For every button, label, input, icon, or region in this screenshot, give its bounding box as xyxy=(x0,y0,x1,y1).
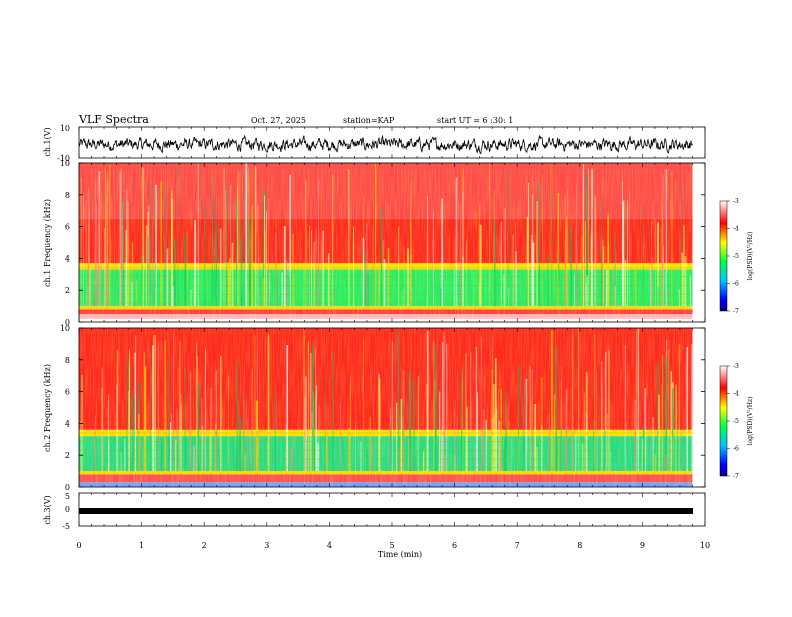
ch3-waveform-panel: 5 0 -5 ch.3(V) xyxy=(43,492,706,531)
x-tick-label: 10 xyxy=(700,541,710,550)
x-tick-label: 9 xyxy=(640,541,645,550)
freq-tick-label: 2 xyxy=(65,286,70,295)
ch1-ytick-bottom: -10 xyxy=(57,154,70,163)
ch1-waveform-panel: 10 -10 ch.1(V) xyxy=(43,124,706,163)
colorbar-tick-label: -4 xyxy=(733,226,739,233)
ch3-ytick-5: 5 xyxy=(65,492,70,501)
x-tick-label: 5 xyxy=(389,541,394,550)
x-tick-label: 8 xyxy=(577,541,582,550)
colorbar-tick-label: -6 xyxy=(733,281,739,288)
ch1-freq-ylabel: ch.1 Frequency (kHz) xyxy=(43,199,52,287)
freq-tick-label: 6 xyxy=(65,223,70,232)
ch1-trace xyxy=(78,134,693,155)
freq-tick-label: 10 xyxy=(60,324,70,333)
freq-tick-label: 6 xyxy=(65,388,70,397)
freq-tick-label: 10 xyxy=(60,159,70,168)
date-label: Oct. 27, 2025 xyxy=(251,116,306,125)
colorbar-tick-label: -4 xyxy=(733,391,739,398)
ch3-ylabel: ch.3(V) xyxy=(43,495,52,524)
x-tick-label: 3 xyxy=(264,541,269,550)
colorbar-tick-label: -6 xyxy=(733,446,739,453)
freq-tick-label: 4 xyxy=(65,254,70,263)
ch1-colorbar xyxy=(719,200,728,312)
x-tick-label: 1 xyxy=(139,541,144,550)
x-axis-label: Time (min) xyxy=(378,550,422,559)
freq-tick-label: 0 xyxy=(65,483,70,492)
ch2-colorbar xyxy=(719,365,728,477)
colorbar-tick-label: -3 xyxy=(733,198,739,205)
x-tick-label: 4 xyxy=(327,541,332,550)
x-tick-label: 2 xyxy=(202,541,207,550)
ch3-ytick-neg5: -5 xyxy=(62,522,70,531)
freq-tick-label: 0 xyxy=(65,318,70,327)
freq-tick-label: 8 xyxy=(65,191,70,200)
ch2-freq-ylabel: ch.2 Frequency (kHz) xyxy=(43,364,52,452)
x-tick-label: 6 xyxy=(452,541,457,550)
ch2-colorbar-label: log(PSD)(V²/Hz) xyxy=(747,397,754,446)
ch1-ytick-top: 10 xyxy=(60,124,70,133)
freq-tick-label: 8 xyxy=(65,356,70,365)
colorbar-tick-label: -5 xyxy=(733,253,739,260)
station-label: station=KAP xyxy=(343,116,395,125)
x-tick-label: 0 xyxy=(76,541,81,550)
x-tick-label: 7 xyxy=(515,541,520,550)
figure-title: VLF Spectra xyxy=(78,113,149,126)
ch3-ytick-0: 0 xyxy=(65,505,70,514)
colorbar-tick-label: -5 xyxy=(733,418,739,425)
ch1-colorbar-label: log(PSD)(V²/Hz) xyxy=(747,232,754,281)
colorbar-tick-label: -7 xyxy=(733,308,739,315)
freq-tick-label: 4 xyxy=(65,419,70,428)
colorbar-tick-label: -3 xyxy=(733,363,739,370)
start-time-label: start UT = 6 :30: 1 xyxy=(437,116,513,125)
freq-tick-label: 2 xyxy=(65,451,70,460)
ch1-ylabel: ch.1(V) xyxy=(43,127,52,156)
ch3-trace xyxy=(79,508,693,514)
colorbar-tick-label: -7 xyxy=(733,473,739,480)
